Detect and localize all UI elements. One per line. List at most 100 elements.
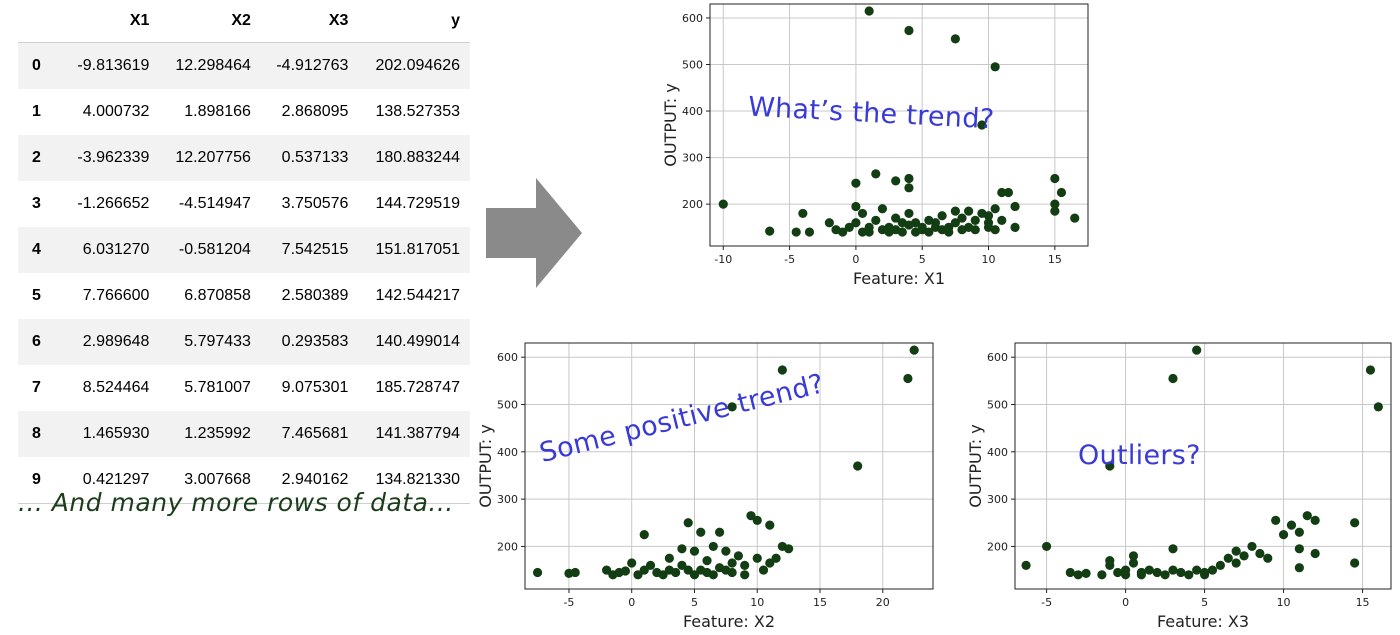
- x-tick-label: -10: [714, 253, 732, 266]
- data-point: [1113, 567, 1123, 578]
- data-point: [990, 204, 1000, 214]
- data-point: [1263, 553, 1273, 563]
- data-point: [627, 558, 637, 568]
- data-point: [904, 208, 914, 219]
- data-point: [1176, 567, 1186, 578]
- x-axis-label: Feature: X1: [853, 269, 945, 288]
- table-cell: 12.207756: [175, 149, 251, 166]
- data-point: [798, 208, 808, 219]
- data-table: X1 X2 X3 y 0 -9.813619 12.298464 -4.912763 2…: [18, 0, 470, 504]
- data-point: [917, 222, 927, 232]
- x-axis-label: Feature: X3: [1157, 612, 1249, 631]
- data-point: [897, 227, 907, 237]
- table-cell: -4.514947: [178, 195, 251, 212]
- x-tick-label: 15: [1048, 253, 1062, 266]
- table-row: 9 0.421297 3.007668 2.940162 134.821330: [18, 457, 470, 504]
- data-point: [864, 227, 874, 237]
- data-point: [677, 560, 687, 570]
- data-point: [1350, 558, 1360, 568]
- data-point: [740, 570, 750, 580]
- data-point: [1231, 546, 1241, 556]
- data-point: [1294, 527, 1304, 537]
- data-point: [765, 226, 775, 236]
- more-rows-caption: ... And many more rows of data...: [18, 488, 454, 517]
- x-tick-label: -5: [563, 596, 574, 609]
- table-cell: -9.813619: [77, 57, 150, 74]
- table-cell: 7.766600: [82, 287, 150, 304]
- y-tick-label: 500: [682, 59, 703, 72]
- y-axis-label: OUTPUT: y: [476, 424, 495, 507]
- table-cell: 138.527353: [375, 103, 460, 120]
- data-point: [718, 199, 728, 209]
- data-point: [683, 518, 693, 528]
- data-point: [1223, 553, 1233, 563]
- x-tick-label: 15: [1356, 596, 1370, 609]
- table-cell: 7.465681: [281, 425, 349, 442]
- data-point: [1144, 565, 1154, 575]
- data-point: [532, 567, 543, 578]
- y-tick-label: 300: [497, 493, 518, 506]
- y-tick-label: 600: [987, 351, 1008, 364]
- table-row: 5 7.766600 6.870858 2.580389 142.544217: [18, 273, 470, 319]
- data-point: [740, 560, 750, 570]
- data-point: [983, 218, 994, 228]
- y-tick-label: 600: [497, 351, 518, 364]
- data-point: [950, 206, 960, 216]
- plot-frame: [1014, 342, 1392, 590]
- y-axis-label: OUTPUT: y: [966, 424, 985, 507]
- data-point: [877, 204, 888, 214]
- data-point: [1010, 222, 1020, 232]
- y-tick-label: 400: [497, 446, 518, 459]
- data-point: [677, 544, 687, 554]
- data-point: [727, 567, 737, 578]
- data-point: [1310, 515, 1320, 526]
- data-point: [909, 345, 919, 355]
- data-point: [891, 213, 901, 223]
- data-point: [1065, 567, 1075, 578]
- table-row: 6 2.989648 5.797433 0.293583 140.499014: [18, 319, 470, 365]
- scatter-chart-x1: -10 -5 0 5 10 15 200 300 400 500 600 Feature: X1 OUT…: [661, 3, 1089, 288]
- data-point: [977, 120, 987, 130]
- plot-frame: [524, 342, 934, 590]
- y-tick-label: 300: [682, 152, 703, 165]
- data-point: [937, 211, 947, 221]
- data-point: [1294, 563, 1304, 573]
- data-table-container: X1 X2 X3 y 0 -9.813619 12.298464 -4.912763 2…: [18, 0, 470, 504]
- column-header: y: [358, 0, 470, 43]
- data-point: [1271, 515, 1281, 526]
- data-point: [950, 34, 960, 44]
- data-point: [689, 546, 700, 556]
- row-index: 5: [32, 287, 41, 304]
- data-point: [777, 365, 787, 375]
- data-point: [1365, 365, 1376, 375]
- table-cell: 3.750576: [281, 195, 349, 212]
- data-point: [1081, 568, 1091, 578]
- data-point: [964, 206, 974, 216]
- table-cell: 12.298464: [175, 57, 251, 74]
- data-point: [857, 208, 868, 219]
- table-row: 2 -3.962339 12.207756 0.537133 180.883244: [18, 135, 470, 181]
- y-tick-label: 400: [987, 446, 1008, 459]
- data-point: [639, 565, 649, 575]
- data-point: [1056, 187, 1067, 198]
- data-point: [702, 556, 712, 566]
- x-tick-label: -5: [784, 253, 795, 266]
- data-point: [970, 225, 980, 235]
- column-header: X1: [62, 0, 160, 43]
- data-point: [1152, 567, 1162, 578]
- data-point: [930, 218, 941, 228]
- row-index: 7: [32, 379, 41, 396]
- data-point: [904, 183, 914, 193]
- data-point: [1168, 373, 1178, 384]
- data-point: [714, 527, 725, 537]
- data-point: [671, 567, 681, 578]
- data-point: [727, 558, 737, 568]
- data-point: [658, 570, 668, 580]
- annotation-outliers: Outliers?: [1078, 440, 1201, 471]
- data-point: [910, 218, 921, 228]
- data-point: [1192, 565, 1202, 575]
- data-point: [683, 565, 693, 575]
- y-tick-label: 600: [682, 12, 703, 25]
- row-index: 1: [32, 103, 41, 120]
- row-index: 2: [32, 149, 41, 166]
